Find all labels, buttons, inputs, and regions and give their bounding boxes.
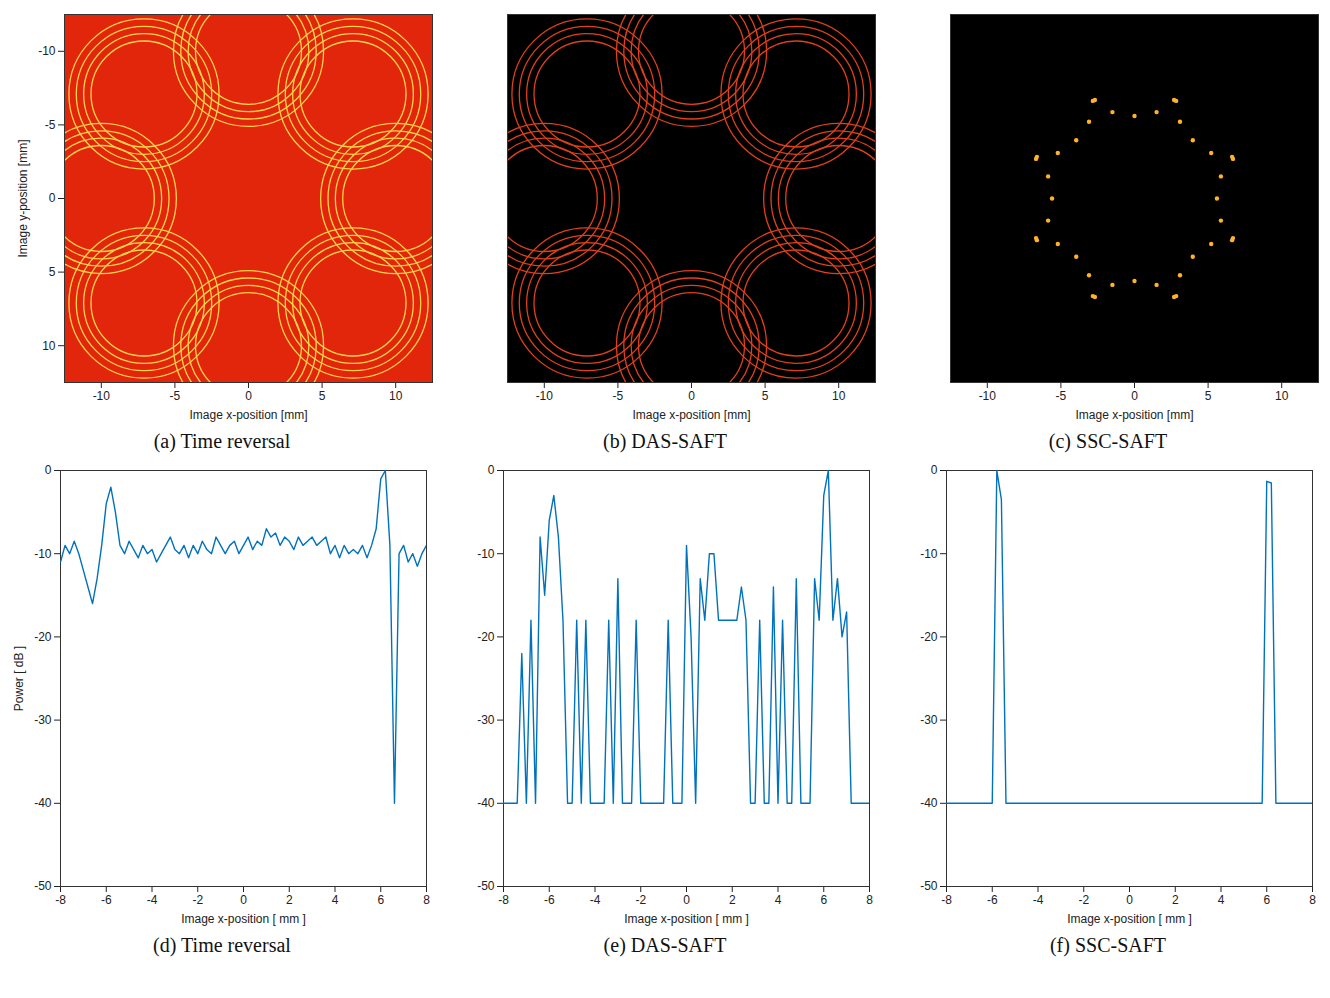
svg-text:10: 10 [389,389,403,403]
svg-text:-50: -50 [477,879,495,893]
svg-text:Image x-position [ mm ]: Image x-position [ mm ] [181,912,306,926]
svg-text:-30: -30 [477,713,495,727]
svg-text:-2: -2 [635,893,646,907]
svg-text:5: 5 [1205,389,1212,403]
svg-text:10: 10 [42,339,56,353]
svg-text:-4: -4 [147,893,158,907]
svg-text:-40: -40 [477,796,495,810]
svg-text:-50: -50 [920,879,938,893]
svg-text:6: 6 [820,893,827,907]
svg-text:Image x-position [mm]: Image x-position [mm] [632,408,750,422]
svg-text:8: 8 [1309,893,1316,907]
html-text:(d) Time reversal: (d) Time reversal [153,934,291,956]
svg-text:-2: -2 [1078,893,1089,907]
svg-text:-5: -5 [45,118,56,132]
svg-text:-50: -50 [34,879,52,893]
svg-text:10: 10 [832,389,846,403]
svg-text:-10: -10 [38,44,56,58]
svg-text:-40: -40 [920,796,938,810]
svg-text:0: 0 [45,463,52,477]
svg-text:Power [ dB ]: Power [ dB ] [12,646,26,711]
html-text:(a) Time reversal: (a) Time reversal [153,430,291,452]
svg-text:-30: -30 [34,713,52,727]
svg-text:0: 0 [1131,389,1138,403]
svg-text:0: 0 [245,389,252,403]
svg-text:-8: -8 [55,893,66,907]
svg-text:0: 0 [1126,893,1133,907]
svg-text:5: 5 [319,389,326,403]
svg-text:-2: -2 [192,893,203,907]
svg-text:-10: -10 [34,547,52,561]
svg-text:Image x-position [ mm ]: Image x-position [ mm ] [624,912,749,926]
svg-text:-5: -5 [170,389,181,403]
svg-text:4: 4 [775,893,782,907]
svg-text:Image x-position [mm]: Image x-position [mm] [189,408,307,422]
html-text:(c) SSC-SAFT: (c) SSC-SAFT [1048,430,1168,452]
svg-text:4: 4 [332,893,339,907]
svg-text:0: 0 [49,191,56,205]
svg-text:4: 4 [1218,893,1225,907]
svg-text:-6: -6 [101,893,112,907]
html-text:(f) SSC-SAFT: (f) SSC-SAFT [1049,934,1167,956]
svg-text:-4: -4 [1033,893,1044,907]
svg-text:-5: -5 [1056,389,1067,403]
svg-text:Image x-position [mm]: Image x-position [mm] [1075,408,1193,422]
svg-text:-8: -8 [498,893,509,907]
svg-text:0: 0 [488,463,495,477]
svg-text:0: 0 [683,893,690,907]
svg-text:0: 0 [240,893,247,907]
html-text:(e) DAS-SAFT: (e) DAS-SAFT [603,934,727,956]
svg-text:2: 2 [1172,893,1179,907]
svg-text:-4: -4 [590,893,601,907]
svg-text:0: 0 [931,463,938,477]
svg-text:-10: -10 [536,389,554,403]
svg-text:6: 6 [377,893,384,907]
svg-text:8: 8 [423,893,430,907]
svg-text:-20: -20 [920,630,938,644]
svg-text:-10: -10 [920,547,938,561]
svg-text:-30: -30 [920,713,938,727]
svg-text:-10: -10 [979,389,997,403]
svg-text:2: 2 [286,893,293,907]
svg-text:8: 8 [866,893,873,907]
html-text:(b) DAS-SAFT: (b) DAS-SAFT [603,430,727,452]
svg-text:-20: -20 [477,630,495,644]
svg-text:5: 5 [49,265,56,279]
svg-text:10: 10 [1275,389,1289,403]
svg-text:2: 2 [729,893,736,907]
svg-text:-10: -10 [93,389,111,403]
svg-text:-5: -5 [613,389,624,403]
svg-text:-6: -6 [544,893,555,907]
svg-text:-6: -6 [987,893,998,907]
svg-text:Image x-position [ mm ]: Image x-position [ mm ] [1067,912,1192,926]
svg-text:-20: -20 [34,630,52,644]
svg-text:6: 6 [1263,893,1270,907]
svg-text:0: 0 [688,389,695,403]
svg-text:Image y-position [mm]: Image y-position [mm] [16,139,30,257]
svg-text:-40: -40 [34,796,52,810]
svg-text:-10: -10 [477,547,495,561]
svg-text:-8: -8 [941,893,952,907]
svg-text:5: 5 [762,389,769,403]
